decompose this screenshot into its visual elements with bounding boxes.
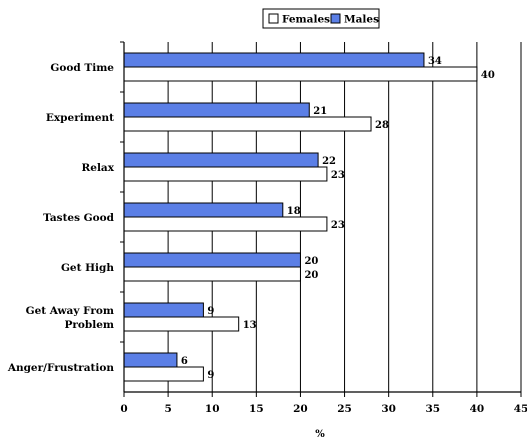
legend: Females Males [262, 8, 380, 29]
bar-females-5 [123, 316, 240, 332]
x-tick-label-25: 25 [337, 403, 352, 415]
value-label-females-2: 23 [331, 170, 345, 181]
value-label-males-1: 21 [313, 106, 327, 117]
legend-label-females: Females [282, 14, 330, 26]
axes [120, 41, 522, 397]
bar-females-4 [123, 266, 301, 282]
x-tick-label-20: 20 [293, 403, 308, 415]
bar-males-1 [123, 102, 310, 118]
value-label-females-5: 13 [243, 320, 257, 331]
bar-males-6 [123, 352, 178, 368]
legend-label-males: Males [344, 14, 379, 26]
value-label-females-1: 28 [375, 120, 389, 131]
value-label-females-0: 40 [481, 70, 495, 81]
legend-swatch-males [330, 13, 341, 24]
bar-females-0 [123, 66, 478, 82]
legend-box [262, 8, 380, 29]
value-label-males-3: 18 [287, 206, 301, 217]
bar-females-2 [123, 166, 328, 182]
value-label-females-3: 23 [331, 220, 345, 231]
value-label-males-2: 22 [322, 156, 336, 167]
x-tick-label-35: 35 [425, 403, 440, 415]
x-tick-label-15: 15 [249, 403, 264, 415]
category-label-5-line-0: Get Away From [26, 305, 114, 317]
value-label-females-4: 20 [304, 270, 318, 281]
value-label-males-4: 20 [304, 256, 318, 267]
bar-females-3 [123, 216, 328, 232]
value-label-males-6: 6 [181, 356, 188, 367]
bar-females-6 [123, 366, 204, 382]
value-labels: 34 40 21 28 22 23 18 23 20 20 9 13 6 9 [181, 56, 495, 381]
value-label-males-0: 34 [428, 56, 442, 67]
bar-males-4 [123, 252, 301, 268]
x-tick-label-5: 5 [164, 403, 171, 415]
category-label-0: Good Time [50, 62, 114, 74]
gridlines [167, 42, 522, 392]
bar-males-5 [123, 302, 204, 318]
category-label-6: Anger/Frustration [7, 362, 115, 374]
x-tick-labels: 0 5 10 15 20 25 30 35 40 45 [120, 403, 527, 415]
value-label-females-6: 9 [207, 370, 214, 381]
category-label-4: Get High [61, 262, 114, 274]
value-label-males-5: 9 [207, 306, 214, 317]
legend-swatch-females [268, 13, 279, 24]
x-axis-label: % [315, 429, 325, 440]
category-label-5-line-1: Problem [64, 319, 114, 331]
bar-males-0 [123, 52, 425, 68]
x-tick-label-40: 40 [470, 403, 485, 415]
bar-females-1 [123, 116, 372, 132]
x-tick-label-10: 10 [205, 403, 220, 415]
x-tick-label-0: 0 [120, 403, 127, 415]
category-label-1: Experiment [46, 112, 114, 124]
category-label-2: Relax [82, 162, 115, 174]
category-label-3: Tastes Good [43, 212, 115, 224]
x-tick-label-30: 30 [381, 403, 396, 415]
category-labels: Good Time Experiment Relax Tastes Good Get H… [7, 62, 115, 374]
x-tick-label-45: 45 [514, 403, 527, 415]
bar-males-3 [123, 202, 284, 218]
bar-males-2 [123, 152, 319, 168]
